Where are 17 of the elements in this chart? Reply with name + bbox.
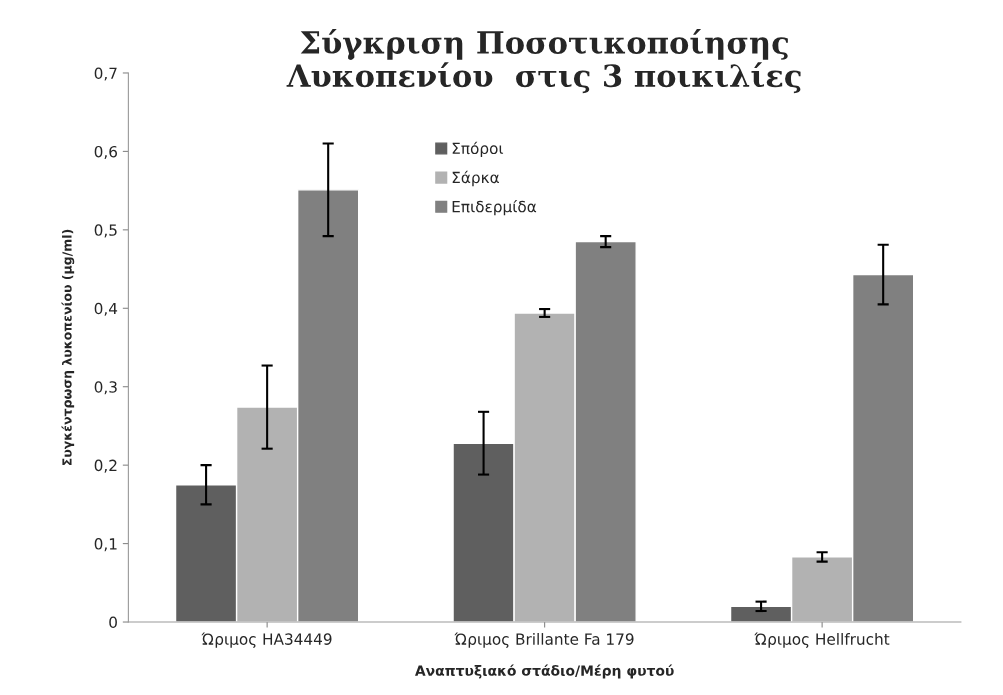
y-axis-title: Συγκέντρωση λυκοπενίου (μg/ml) <box>61 229 75 466</box>
y-tick-label: 0 <box>109 616 117 629</box>
y-tick-label: 0,5 <box>94 224 117 238</box>
y-tick-label: 0,6 <box>94 145 118 159</box>
legend-label: Σπόροι <box>452 141 504 158</box>
y-tick-label: 0,3 <box>94 381 117 395</box>
y-tick-label: 0,4 <box>94 302 118 316</box>
legend-label: Επιδερμίδα <box>452 199 537 216</box>
y-tick-label: 0,2 <box>94 459 117 473</box>
legend-label: Σάρκα <box>452 170 499 187</box>
x-tick-label: Ώριμος HA34449 <box>201 632 332 648</box>
x-axis-title: Αναπτυξιακό στάδιο/Μέρη φυτού <box>414 664 674 679</box>
y-tick-label: 0,1 <box>94 538 117 552</box>
y-tick-label: 0,7 <box>94 67 117 81</box>
x-tick-label: Ώριμος Brillante Fa 179 <box>454 632 634 648</box>
x-tick-label: Ώριμος Hellfrucht <box>754 632 890 648</box>
chart-title: Σύγκριση Ποσοτικοποίησης Λυκοπενίου στις 3 ποικιλίες <box>286 29 801 94</box>
